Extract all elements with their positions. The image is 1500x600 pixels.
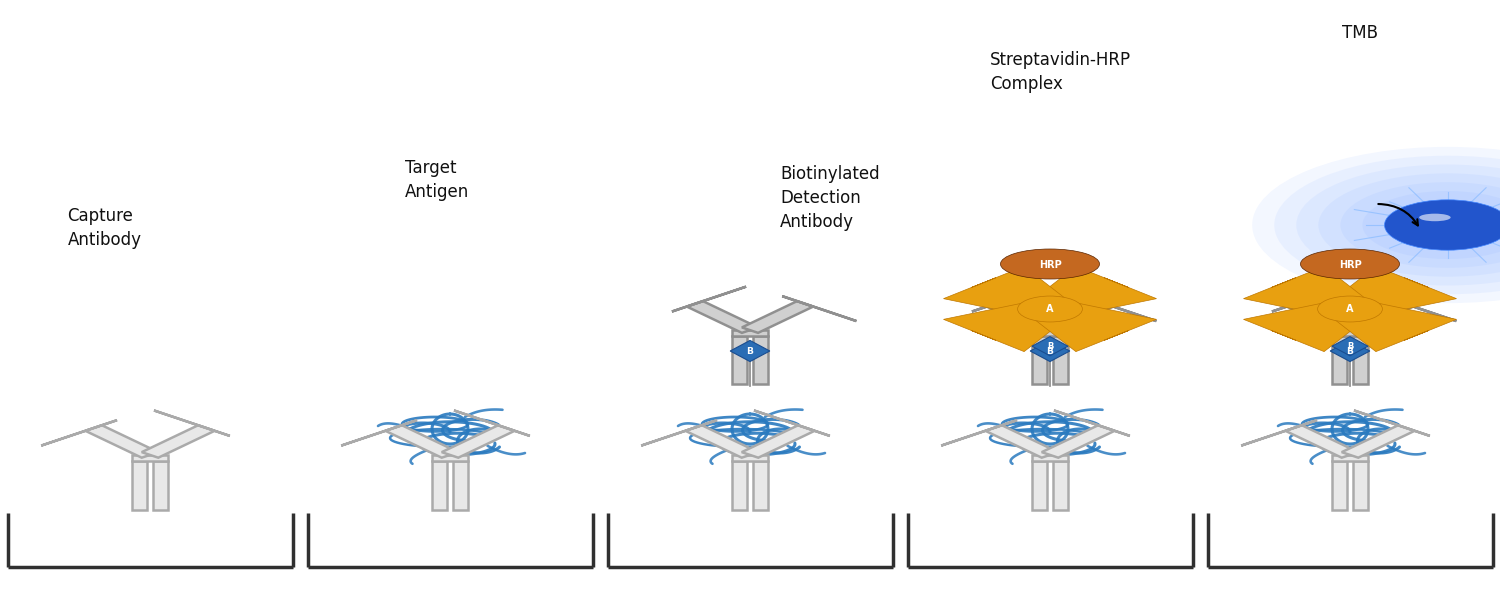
Polygon shape [972,287,1046,311]
Circle shape [1017,296,1083,322]
Text: A: A [1347,304,1353,314]
Text: Target
Antigen: Target Antigen [405,159,470,201]
Polygon shape [986,425,1059,458]
Polygon shape [141,425,214,458]
Polygon shape [640,420,717,446]
Polygon shape [1054,410,1130,436]
Circle shape [1275,155,1500,294]
Polygon shape [1082,296,1156,321]
Polygon shape [742,301,813,333]
Polygon shape [453,461,468,510]
Polygon shape [1286,425,1359,458]
Polygon shape [944,266,1070,317]
Polygon shape [687,301,758,333]
Text: B: B [1047,341,1053,350]
Polygon shape [1053,337,1068,384]
Polygon shape [1030,266,1156,317]
Polygon shape [1332,337,1347,384]
Polygon shape [1330,340,1370,362]
Text: Capture
Antibody: Capture Antibody [68,207,141,249]
Polygon shape [340,420,417,446]
Polygon shape [1032,461,1047,510]
Text: A: A [1047,304,1053,314]
Polygon shape [132,461,147,510]
Ellipse shape [1300,249,1400,279]
Polygon shape [1287,301,1358,333]
Polygon shape [1353,461,1368,510]
Polygon shape [782,296,856,321]
Polygon shape [154,410,230,436]
Circle shape [1341,182,1500,268]
Polygon shape [1332,337,1368,356]
Text: B: B [1047,346,1053,355]
Polygon shape [1032,337,1047,384]
Text: HRP: HRP [1338,260,1362,271]
Polygon shape [672,287,746,311]
Polygon shape [1272,287,1346,311]
Circle shape [1362,191,1500,259]
Polygon shape [153,461,168,510]
Text: B: B [747,346,753,355]
Polygon shape [1332,455,1368,461]
Polygon shape [432,461,447,510]
Polygon shape [1341,425,1414,458]
Polygon shape [944,301,1070,352]
Polygon shape [732,455,768,461]
Polygon shape [753,461,768,510]
Circle shape [1384,200,1500,250]
Polygon shape [1244,301,1370,352]
Text: B: B [1347,341,1353,350]
Polygon shape [1332,461,1347,510]
Circle shape [1252,147,1500,303]
Polygon shape [40,420,117,446]
Text: B: B [1347,346,1353,355]
Polygon shape [1240,420,1317,446]
Polygon shape [753,337,768,384]
Polygon shape [1030,340,1069,362]
Ellipse shape [1000,249,1100,279]
Polygon shape [940,420,1017,446]
Polygon shape [1030,301,1156,352]
Polygon shape [386,425,459,458]
Polygon shape [754,410,830,436]
Polygon shape [1353,337,1368,384]
Text: Biotinylated
Detection
Antibody: Biotinylated Detection Antibody [780,166,879,230]
Polygon shape [730,340,770,362]
Polygon shape [732,461,747,510]
Polygon shape [1032,455,1068,461]
Text: HRP: HRP [1038,260,1062,271]
Circle shape [1318,173,1500,277]
Text: TMB: TMB [1342,24,1378,42]
Polygon shape [1332,330,1368,337]
Polygon shape [1032,330,1068,337]
Polygon shape [1244,266,1370,317]
Polygon shape [1382,296,1456,321]
Polygon shape [1053,461,1068,510]
Ellipse shape [1419,214,1450,221]
Polygon shape [1042,301,1113,333]
Circle shape [1317,296,1383,322]
Polygon shape [741,425,815,458]
Polygon shape [132,455,168,461]
Polygon shape [432,455,468,461]
Polygon shape [454,410,530,436]
Text: Streptavidin-HRP
Complex: Streptavidin-HRP Complex [990,51,1131,93]
Polygon shape [732,330,768,337]
Circle shape [1296,164,1500,286]
Polygon shape [1032,337,1068,356]
Polygon shape [1330,301,1456,352]
Polygon shape [686,425,759,458]
Polygon shape [1342,301,1413,333]
Polygon shape [732,337,747,384]
Polygon shape [1041,425,1114,458]
Polygon shape [441,425,515,458]
Polygon shape [987,301,1058,333]
Polygon shape [86,425,159,458]
Polygon shape [1354,410,1430,436]
Polygon shape [1330,266,1456,317]
